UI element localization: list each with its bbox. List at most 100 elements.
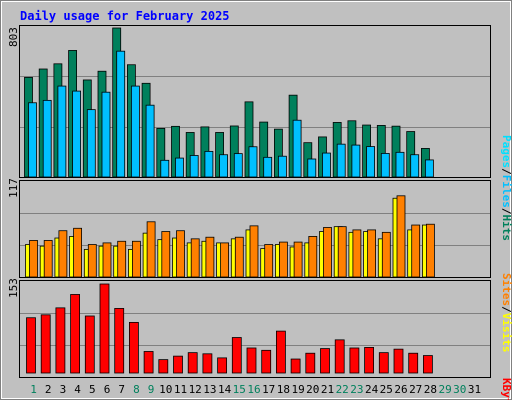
- sites-bar-16: [249, 225, 259, 278]
- files-bar-28: [424, 159, 434, 178]
- sites-bar-7: [117, 240, 127, 278]
- files-bar-5: [86, 109, 96, 178]
- day-label-16: 16: [247, 383, 260, 396]
- files-bar-25: [380, 153, 390, 178]
- day-label-7: 7: [118, 383, 125, 396]
- day-label-2: 2: [45, 383, 52, 396]
- files-bar-2: [42, 99, 52, 178]
- hits-ymax-label: 803: [7, 27, 20, 47]
- sites-bar-19: [293, 241, 303, 278]
- kbytes-bar-3: [55, 307, 66, 374]
- files-bar-7: [116, 50, 126, 178]
- kbytes-bar-5: [84, 315, 95, 374]
- legend-sep-1: /: [500, 168, 512, 175]
- kbytes-bar-26: [393, 348, 404, 374]
- sites-bar-27: [411, 224, 421, 278]
- sites-bar-22: [337, 226, 347, 278]
- kbytes-bar-17: [261, 349, 272, 374]
- day-label-5: 5: [89, 383, 96, 396]
- day-label-17: 17: [262, 383, 275, 396]
- files-bar-24: [366, 146, 376, 178]
- files-bar-27: [410, 154, 420, 178]
- day-label-15: 15: [233, 383, 246, 396]
- day-label-22: 22: [336, 383, 349, 396]
- sites-bar-24: [367, 229, 377, 278]
- files-bar-15: [233, 153, 243, 178]
- day-label-23: 23: [350, 383, 363, 396]
- day-label-3: 3: [60, 383, 67, 396]
- kbytes-bar-20: [305, 352, 316, 374]
- sites-bar-4: [73, 227, 82, 278]
- x-axis-day-labels: 1 2 3 4 5 6 7 8 9 10 11 12 13 14 15 16 17 18 19 20 21 22 23 24 2…: [30, 383, 481, 396]
- day-label-20: 20: [306, 383, 319, 396]
- files-bar-10: [160, 159, 170, 178]
- files-bar-4: [72, 90, 81, 178]
- kbytes-bar-9: [143, 351, 154, 374]
- kbytes-bar-10: [158, 359, 169, 374]
- day-label-8: 8: [133, 383, 140, 396]
- files-bar-16: [248, 146, 258, 178]
- sites-bar-17: [264, 244, 274, 278]
- files-bar-3: [57, 85, 67, 178]
- legend-hits: Hits: [500, 215, 512, 242]
- sites-bar-2: [43, 240, 53, 278]
- kbytes-bar-16: [246, 347, 257, 374]
- files-bar-9: [145, 104, 155, 178]
- files-bar-22: [336, 143, 346, 178]
- sites-bar-3: [58, 230, 68, 278]
- kbytes-bar-24: [364, 347, 375, 374]
- files-bar-17: [263, 156, 273, 178]
- kbytes-bar-11: [173, 355, 183, 374]
- files-bar-26: [395, 151, 405, 178]
- bars-hits: [24, 27, 434, 178]
- sites-bar-10: [161, 231, 171, 278]
- day-label-21: 21: [321, 383, 334, 396]
- files-bar-19: [292, 119, 302, 178]
- day-label-6: 6: [104, 383, 111, 396]
- sites-bar-1: [29, 240, 38, 278]
- sites-bar-15: [234, 236, 244, 278]
- day-label-10: 10: [159, 383, 172, 396]
- day-label-26: 26: [394, 383, 407, 396]
- sites-bar-14: [220, 242, 230, 278]
- sites-bar-5: [87, 244, 97, 278]
- legend-pages: Pages: [500, 135, 512, 168]
- files-bar-6: [101, 91, 111, 178]
- legend-files: Files: [500, 175, 512, 208]
- legend-sites: Sites: [500, 273, 512, 306]
- sites-bar-28: [425, 223, 435, 278]
- day-label-27: 27: [409, 383, 422, 396]
- kbytes-bar-25: [378, 352, 389, 374]
- kbytes-bar-19: [290, 358, 301, 374]
- files-bar-8: [130, 85, 140, 178]
- kbytes-bar-8: [128, 321, 139, 374]
- chart-title: Daily usage for February 2025: [20, 9, 230, 23]
- day-label-11: 11: [174, 383, 187, 396]
- kbytes-bar-23: [349, 347, 360, 374]
- sites-bar-25: [381, 231, 391, 278]
- kbytes-bar-27: [408, 352, 419, 374]
- day-label-28: 28: [424, 383, 437, 396]
- kbytes-bar-1: [26, 317, 36, 374]
- files-bar-13: [204, 150, 214, 178]
- files-bar-20: [307, 158, 317, 178]
- sites-bar-21: [323, 227, 332, 278]
- sites-bar-12: [190, 238, 200, 278]
- day-label-30: 30: [453, 383, 466, 396]
- visits-ymax-label: 117: [7, 178, 20, 198]
- sites-bar-8: [131, 240, 141, 278]
- kbytes-bar-4: [70, 294, 80, 374]
- sites-bar-26: [396, 195, 406, 278]
- sites-bar-11: [176, 230, 185, 278]
- files-bar-18: [277, 155, 287, 178]
- kbytes-bar-13: [202, 353, 213, 374]
- day-label-12: 12: [189, 383, 202, 396]
- files-bar-12: [189, 155, 199, 178]
- legend-sep-3: /: [500, 306, 512, 313]
- kbytes-bar-15: [231, 337, 242, 374]
- day-label-24: 24: [365, 383, 379, 396]
- sites-bar-18: [278, 241, 288, 278]
